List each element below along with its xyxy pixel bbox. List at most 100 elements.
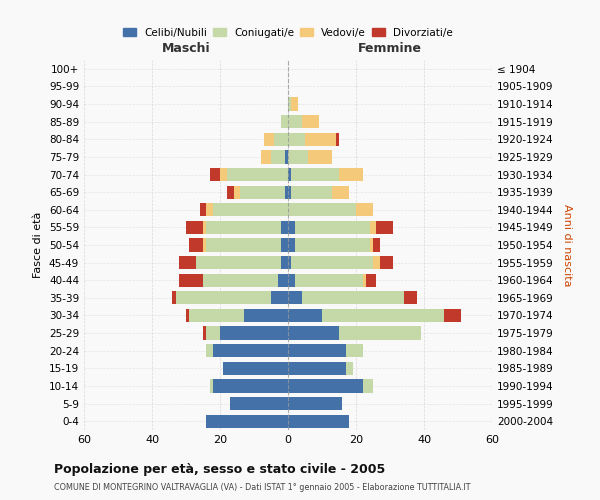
Bar [203, 274, 278, 287]
Bar [203, 221, 206, 234]
Bar [271, 291, 288, 304]
Bar [227, 186, 233, 198]
Text: Femmine: Femmine [358, 42, 422, 54]
Bar [288, 221, 295, 234]
Bar [196, 256, 281, 269]
Bar [373, 238, 380, 252]
Bar [281, 238, 288, 252]
Bar [295, 274, 363, 287]
Bar [179, 256, 196, 269]
Bar [213, 203, 288, 216]
Bar [288, 344, 346, 358]
Bar [274, 132, 288, 146]
Bar [281, 115, 288, 128]
Bar [172, 291, 176, 304]
Bar [445, 309, 461, 322]
Bar [288, 380, 363, 392]
Bar [288, 115, 302, 128]
Bar [206, 344, 213, 358]
Bar [213, 344, 288, 358]
Bar [295, 221, 370, 234]
Bar [370, 238, 373, 252]
Bar [404, 291, 417, 304]
Bar [346, 362, 353, 375]
Bar [186, 221, 203, 234]
Text: Maschi: Maschi [161, 42, 211, 54]
Bar [295, 238, 370, 252]
Bar [227, 168, 288, 181]
Bar [288, 186, 292, 198]
Bar [288, 150, 308, 164]
Bar [363, 380, 373, 392]
Bar [271, 150, 284, 164]
Bar [288, 414, 349, 428]
Y-axis label: Anni di nascita: Anni di nascita [562, 204, 572, 286]
Bar [190, 238, 203, 252]
Bar [339, 168, 363, 181]
Bar [210, 380, 213, 392]
Bar [284, 150, 288, 164]
Bar [261, 150, 271, 164]
Bar [288, 326, 339, 340]
Bar [308, 150, 332, 164]
Bar [203, 326, 206, 340]
Bar [356, 203, 373, 216]
Bar [288, 274, 295, 287]
Bar [203, 238, 206, 252]
Bar [288, 397, 343, 410]
Bar [288, 256, 292, 269]
Text: Popolazione per età, sesso e stato civile - 2005: Popolazione per età, sesso e stato civil… [54, 462, 385, 475]
Bar [244, 309, 288, 322]
Bar [206, 203, 213, 216]
Bar [288, 309, 322, 322]
Bar [206, 221, 281, 234]
Bar [206, 326, 220, 340]
Legend: Celibi/Nubili, Coniugati/e, Vedovi/e, Divorziati/e: Celibi/Nubili, Coniugati/e, Vedovi/e, Di… [120, 24, 456, 41]
Bar [373, 256, 380, 269]
Bar [176, 291, 271, 304]
Bar [281, 221, 288, 234]
Bar [220, 326, 288, 340]
Bar [288, 362, 346, 375]
Text: COMUNE DI MONTEGRINO VALTRAVAGLIA (VA) - Dati ISTAT 1° gennaio 2005 - Elaborazio: COMUNE DI MONTEGRINO VALTRAVAGLIA (VA) -… [54, 482, 470, 492]
Bar [233, 186, 241, 198]
Bar [292, 98, 298, 110]
Bar [346, 344, 363, 358]
Bar [223, 362, 288, 375]
Bar [376, 221, 394, 234]
Bar [241, 186, 284, 198]
Bar [200, 203, 206, 216]
Bar [302, 115, 319, 128]
Bar [322, 309, 445, 322]
Bar [210, 168, 220, 181]
Bar [370, 221, 376, 234]
Bar [206, 414, 288, 428]
Bar [292, 186, 332, 198]
Bar [220, 168, 227, 181]
Bar [288, 168, 292, 181]
Bar [186, 309, 190, 322]
Bar [302, 291, 404, 304]
Bar [190, 309, 244, 322]
Bar [363, 274, 366, 287]
Bar [288, 291, 302, 304]
Bar [206, 238, 281, 252]
Bar [292, 168, 339, 181]
Y-axis label: Fasce di età: Fasce di età [34, 212, 43, 278]
Bar [288, 98, 292, 110]
Bar [288, 203, 356, 216]
Bar [179, 274, 203, 287]
Bar [292, 256, 373, 269]
Bar [332, 186, 349, 198]
Bar [335, 132, 339, 146]
Bar [278, 274, 288, 287]
Bar [284, 186, 288, 198]
Bar [339, 326, 421, 340]
Bar [288, 238, 295, 252]
Bar [288, 132, 305, 146]
Bar [380, 256, 394, 269]
Bar [281, 256, 288, 269]
Bar [305, 132, 335, 146]
Bar [230, 397, 288, 410]
Bar [213, 380, 288, 392]
